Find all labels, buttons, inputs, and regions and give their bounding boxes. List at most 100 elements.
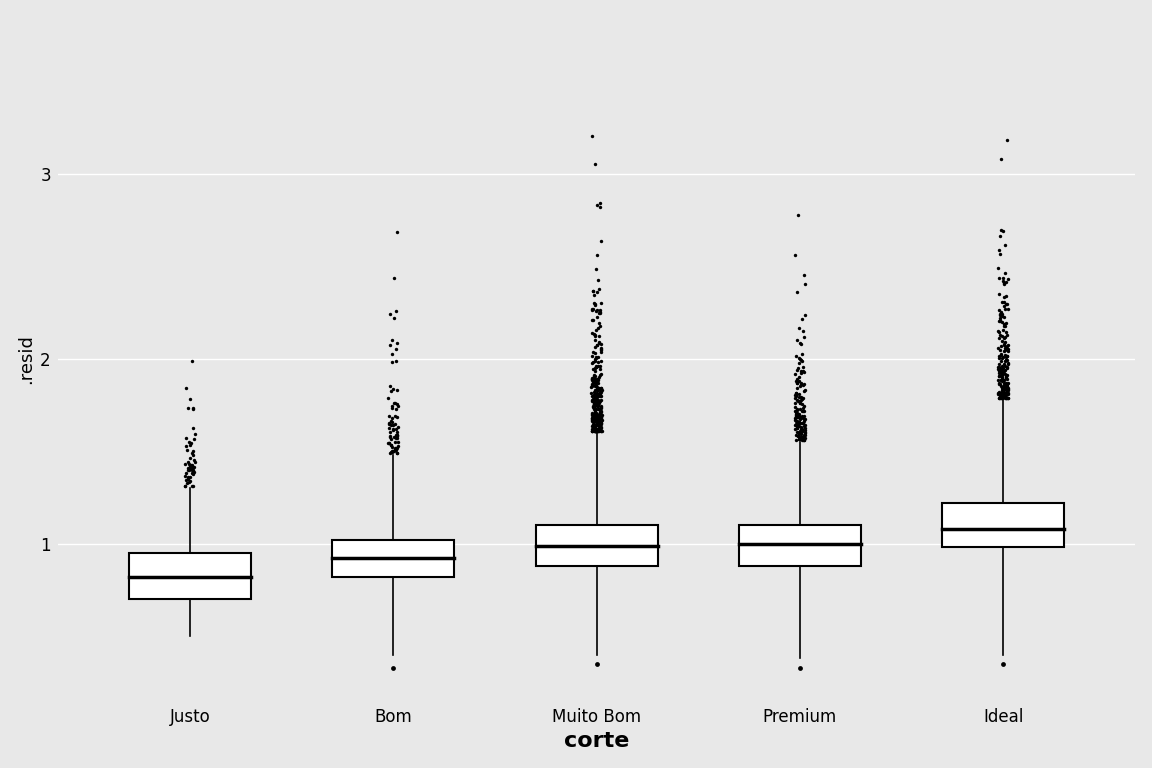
Bar: [738, 525, 861, 566]
Point: [991, 392, 1009, 404]
Point: [993, 382, 1011, 394]
Point: [592, 412, 611, 424]
Point: [993, 389, 1011, 402]
Point: [585, 362, 604, 375]
Point: [387, 432, 406, 444]
Point: [588, 395, 606, 407]
Point: [382, 416, 401, 429]
Point: [176, 458, 195, 470]
Point: [993, 388, 1011, 400]
Point: [592, 406, 611, 418]
Point: [588, 392, 606, 405]
Point: [590, 283, 608, 295]
Point: [588, 373, 606, 386]
Point: [584, 402, 602, 415]
Point: [790, 353, 809, 366]
Point: [794, 325, 812, 337]
Point: [585, 406, 604, 418]
Point: [994, 380, 1013, 392]
Point: [180, 458, 198, 470]
Point: [585, 419, 604, 431]
Point: [793, 356, 811, 368]
Point: [589, 356, 607, 368]
Point: [588, 419, 606, 432]
Point: [993, 353, 1011, 365]
Point: [790, 403, 809, 415]
Point: [585, 371, 604, 383]
Point: [796, 429, 814, 441]
Point: [998, 386, 1016, 398]
Point: [787, 386, 805, 399]
Point: [991, 313, 1009, 326]
Point: [796, 432, 814, 445]
Point: [379, 422, 397, 434]
Bar: [129, 553, 251, 599]
Point: [793, 423, 811, 435]
Point: [787, 387, 805, 399]
Point: [999, 392, 1017, 404]
Point: [992, 392, 1010, 404]
Point: [177, 467, 196, 479]
Point: [999, 382, 1017, 394]
Point: [990, 392, 1008, 404]
Point: [586, 384, 605, 396]
Point: [589, 417, 607, 429]
Point: [589, 373, 607, 386]
Point: [589, 350, 607, 362]
Point: [584, 376, 602, 389]
Point: [592, 409, 611, 421]
Point: [183, 461, 202, 473]
Point: [586, 353, 605, 365]
Point: [992, 153, 1010, 165]
Point: [586, 329, 605, 342]
Point: [382, 334, 401, 346]
Point: [991, 308, 1009, 320]
Point: [788, 404, 806, 416]
Point: [993, 383, 1011, 396]
Point: [586, 423, 605, 435]
Point: [994, 366, 1013, 379]
Point: [588, 409, 606, 422]
Point: [793, 313, 811, 325]
Point: [794, 434, 812, 446]
Point: [385, 436, 403, 449]
Point: [793, 430, 811, 442]
Point: [786, 367, 804, 379]
Point: [387, 343, 406, 355]
Point: [996, 350, 1015, 362]
Point: [382, 399, 401, 412]
Point: [184, 403, 203, 415]
Point: [794, 402, 812, 414]
Point: [589, 412, 607, 424]
Point: [584, 401, 602, 413]
Point: [794, 405, 812, 417]
Point: [588, 398, 606, 410]
Point: [995, 363, 1014, 376]
Point: [583, 372, 601, 384]
Point: [995, 339, 1014, 351]
Point: [993, 367, 1011, 379]
Point: [998, 392, 1016, 404]
Point: [791, 432, 810, 444]
Point: [592, 384, 611, 396]
Point: [586, 375, 605, 387]
Point: [585, 409, 604, 422]
Point: [387, 411, 406, 423]
Point: [787, 415, 805, 427]
Point: [183, 464, 202, 476]
X-axis label: corte: corte: [563, 731, 629, 751]
Point: [585, 373, 604, 386]
Point: [388, 337, 407, 349]
Point: [796, 425, 814, 438]
Point: [998, 354, 1016, 366]
Point: [998, 362, 1016, 375]
Point: [592, 415, 611, 427]
Point: [588, 381, 606, 393]
Point: [583, 350, 601, 362]
Point: [998, 354, 1016, 366]
Point: [590, 317, 608, 329]
Point: [386, 442, 404, 454]
Point: [591, 320, 609, 333]
Point: [588, 410, 606, 422]
Point: [585, 296, 604, 309]
